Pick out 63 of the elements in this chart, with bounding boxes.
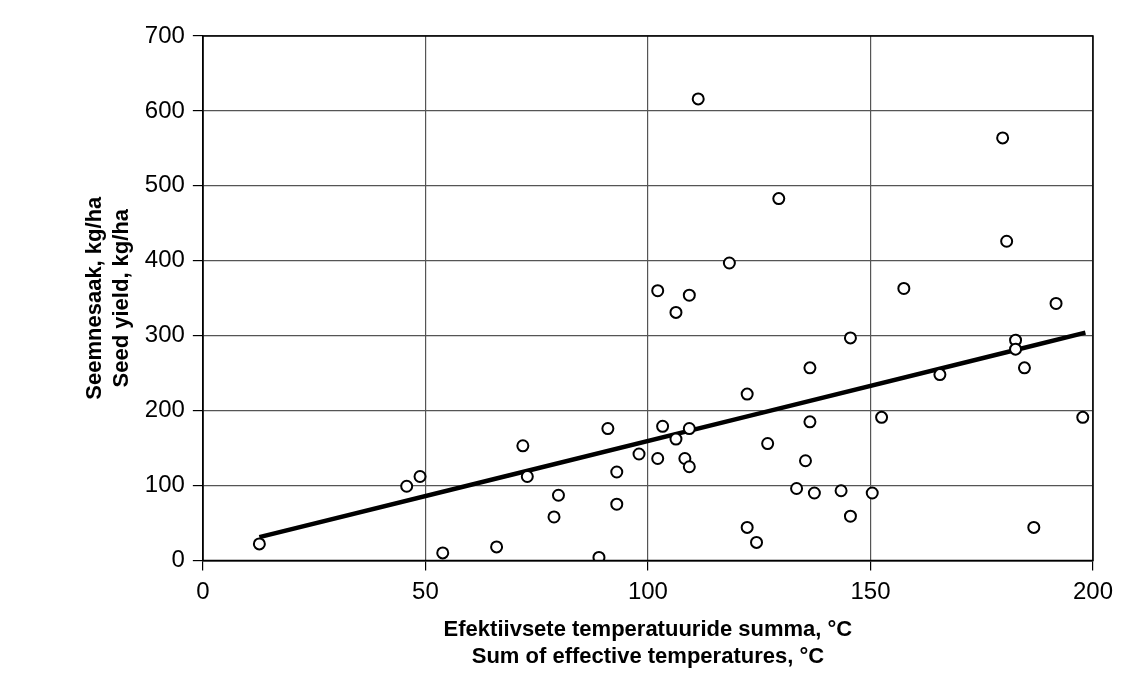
- x-tick-label: 50: [412, 577, 439, 605]
- x-tick-label: 150: [850, 577, 891, 605]
- point: [740, 520, 754, 534]
- point: [547, 510, 561, 524]
- point: [1049, 296, 1063, 310]
- point: [807, 486, 821, 500]
- y-tick-label: 0: [171, 545, 185, 573]
- point: [1009, 342, 1023, 356]
- point: [520, 470, 534, 483]
- point: [490, 540, 504, 554]
- point: [750, 535, 764, 549]
- point: [610, 497, 624, 511]
- point: [834, 484, 848, 498]
- point: [669, 432, 683, 446]
- point: [1076, 410, 1090, 424]
- point: [865, 486, 879, 500]
- y-tick-label: 300: [144, 320, 185, 348]
- point: [722, 256, 736, 270]
- point: [1000, 234, 1014, 248]
- point: [601, 422, 615, 436]
- point: [1017, 361, 1031, 375]
- y-tick-label: 600: [144, 95, 185, 123]
- point: [682, 288, 696, 302]
- point: [669, 305, 683, 319]
- y-axis-title: Seemnesaak, kg/ha Seed yield, kg/ha: [81, 195, 133, 400]
- point: [843, 331, 857, 345]
- y-tick-label: 100: [144, 470, 185, 498]
- point: [436, 546, 450, 560]
- point: [516, 439, 530, 453]
- point: [790, 481, 804, 495]
- point: [803, 361, 817, 375]
- point: [996, 131, 1010, 145]
- x-tick-label: 0: [196, 577, 210, 605]
- y-tick-label: 500: [144, 170, 185, 198]
- point: [651, 452, 665, 466]
- point: [1027, 520, 1041, 534]
- point: [691, 92, 705, 106]
- point: [252, 537, 266, 551]
- point: [682, 460, 696, 474]
- y-tick-label: 700: [144, 20, 185, 48]
- y-tick-label: 200: [144, 395, 185, 423]
- x-tick-label: 100: [627, 577, 668, 605]
- point: [875, 410, 889, 424]
- point: [400, 479, 414, 493]
- x-tick-label: 200: [1072, 577, 1114, 605]
- point: [610, 465, 624, 479]
- point: [651, 284, 665, 298]
- y-tick-label: 400: [144, 245, 185, 273]
- point: [933, 368, 947, 382]
- point: [740, 387, 754, 401]
- point: [632, 447, 646, 461]
- point: [772, 192, 786, 206]
- point: [656, 419, 670, 433]
- point: [413, 470, 427, 483]
- point: [551, 488, 565, 502]
- point: [592, 550, 606, 561]
- point: [761, 437, 775, 451]
- point: [803, 415, 817, 429]
- x-axis-title: Efektiivsete temperatuuride summa, °C Sum of effective temperatures, °C: [443, 616, 853, 668]
- point: [897, 281, 911, 295]
- point: [682, 422, 696, 436]
- point: [843, 509, 857, 523]
- point: [798, 454, 812, 468]
